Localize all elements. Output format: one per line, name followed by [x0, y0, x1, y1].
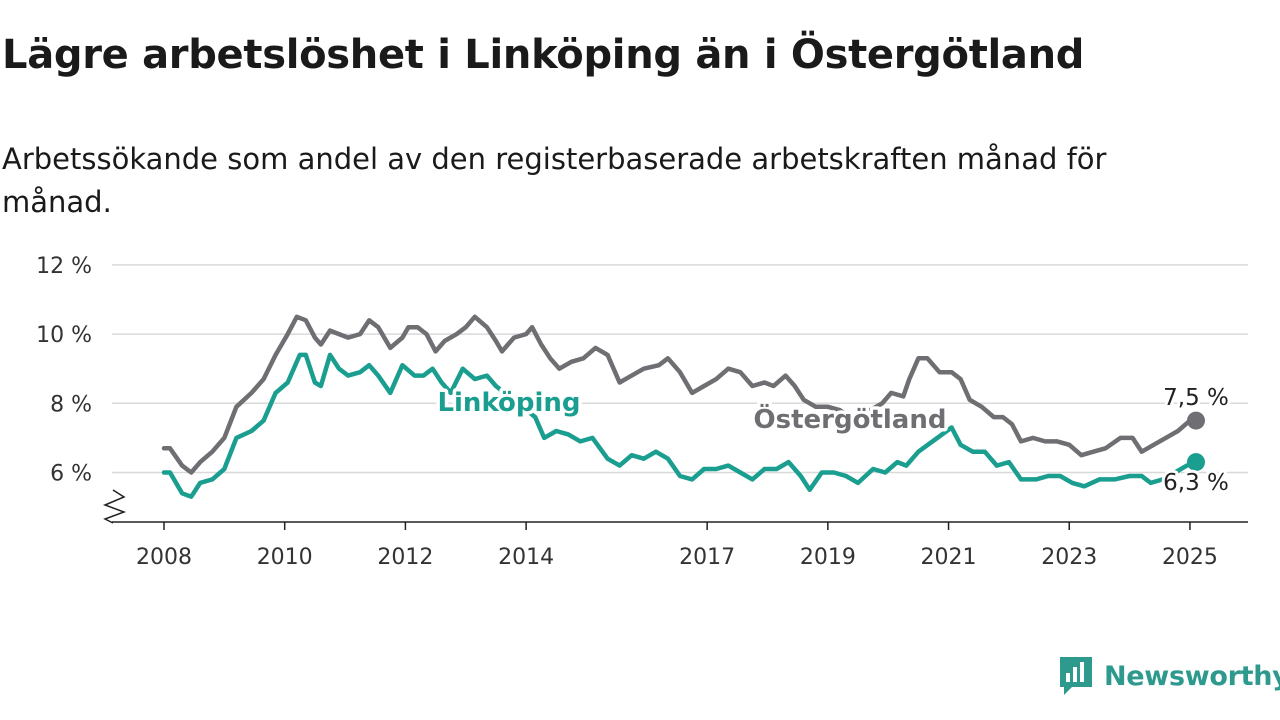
x-ticks: 2008 2010 2012 2014 2017 2019 2021 2023 2025: [136, 522, 1218, 570]
x-tick-label: 2010: [257, 545, 313, 570]
end-label-ostergotland: 7,5 %: [1163, 385, 1229, 411]
y-tick-label: 10 %: [36, 323, 92, 348]
series-lines: [161, 314, 1199, 499]
x-tick-label: 2023: [1041, 545, 1097, 570]
x-tick-label: 2025: [1162, 545, 1218, 570]
end-label-linkoping: 6,3 %: [1163, 470, 1229, 496]
x-tick-label: 2017: [679, 545, 735, 570]
x-axis: [102, 489, 1248, 524]
brand-name: Newsworthy: [1104, 660, 1280, 692]
end-labels: 7,5 % 6,3 %: [1160, 382, 1232, 499]
series-label-ostergotland: Östergötland: [754, 402, 947, 435]
end-markers: [1186, 411, 1205, 472]
x-tick-label: 2019: [800, 545, 856, 570]
y-tick-labels: 6 % 8 % 10 % 12 %: [36, 254, 92, 487]
x-tick-label: 2021: [921, 545, 977, 570]
chart-subtitle: Arbetssökande som andel av den registerb…: [2, 142, 1107, 219]
end-marker-linkoping: [1186, 453, 1205, 472]
y-tick-label: 8 %: [50, 392, 92, 417]
series-line-linkoping: [161, 352, 1199, 499]
x-tick-label: 2008: [136, 545, 192, 570]
line-chart: 6 %8 %10 %12 % 2008 2010 2012 2014 2017 2019 2…: [36, 254, 1248, 570]
page-title: Lägre arbetslöshet i Linköping än i Öste…: [2, 32, 1085, 78]
axis-break-icon: [102, 489, 127, 524]
end-marker-ostergotland: [1186, 411, 1205, 430]
series-line-ostergotland: [161, 314, 1199, 475]
y-tick-label: 6 %: [50, 462, 92, 487]
x-tick-label: 2012: [377, 545, 433, 570]
series-label-linkoping: Linköping: [437, 388, 580, 418]
newsworthy-logo-icon: [1060, 657, 1092, 695]
gridlines: [112, 264, 1248, 474]
y-tick-label: 12 %: [36, 254, 92, 279]
newsworthy-logo: Newsworthy: [1058, 654, 1280, 698]
x-tick-label: 2014: [498, 545, 554, 570]
series-labels: Östergötland Linköping: [434, 385, 950, 439]
